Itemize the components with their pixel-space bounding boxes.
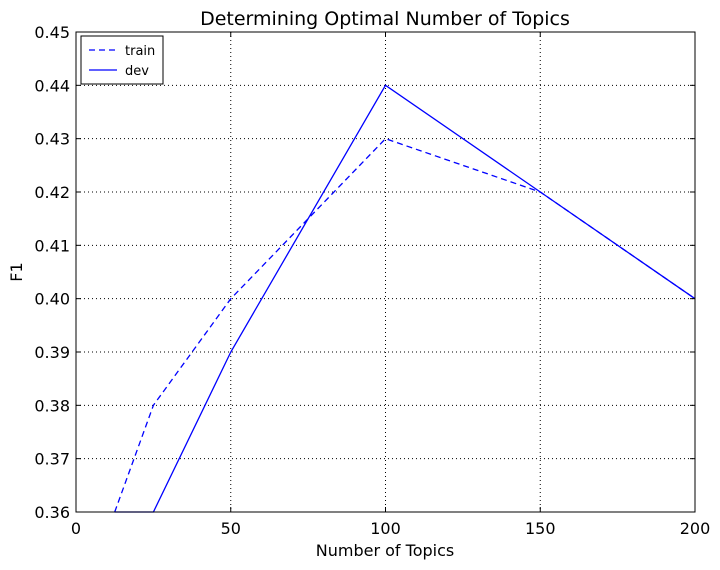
x-tick-label: 0 <box>71 519 81 538</box>
axis-ticks <box>75 31 696 513</box>
y-tick-label: 0.45 <box>34 23 70 42</box>
y-tick-label: 0.43 <box>34 130 70 149</box>
y-tick-label: 0.42 <box>34 183 70 202</box>
y-tick-label: 0.39 <box>34 343 70 362</box>
y-tick-label: 0.40 <box>34 290 70 309</box>
x-axis-label: Number of Topics <box>316 541 454 560</box>
y-tick-label: 0.41 <box>34 236 70 255</box>
x-tick-label: 100 <box>370 519 401 538</box>
chart-title: Determining Optimal Number of Topics <box>200 8 570 30</box>
x-tick-label: 150 <box>525 519 556 538</box>
y-tick-label: 0.38 <box>34 396 70 415</box>
grid-lines <box>76 32 695 512</box>
legend-label-train: train <box>125 44 155 59</box>
x-tick-label: 50 <box>221 519 241 538</box>
y-tick-label: 0.37 <box>34 450 70 469</box>
series-line-train <box>114 137 696 513</box>
legend-box <box>80 35 164 85</box>
y-axis-label: F1 <box>7 262 26 281</box>
legend: train dev <box>80 35 164 85</box>
tick-labels: 0 50 100 150 200 0.36 0.37 0.38 0.39 0.40 0.41 0.42… <box>34 23 710 538</box>
y-tick-label: 0.36 <box>34 503 70 522</box>
x-tick-label: 200 <box>680 519 711 538</box>
y-tick-label: 0.44 <box>34 76 70 95</box>
legend-label-dev: dev <box>125 64 149 79</box>
